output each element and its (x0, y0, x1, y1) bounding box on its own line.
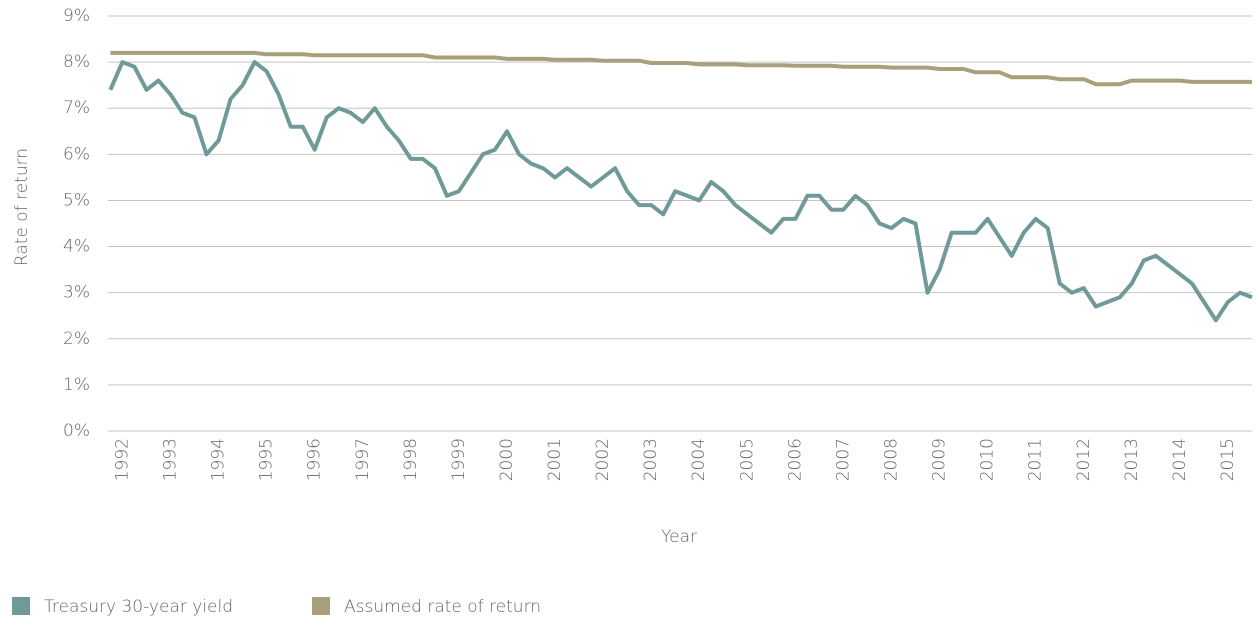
x-tick-label: 1998 (401, 438, 421, 481)
x-tick-label: 2006 (785, 438, 805, 481)
y-tick-label: 5% (63, 190, 90, 210)
y-tick-label: 3% (63, 283, 90, 303)
legend-swatch (12, 597, 30, 615)
y-tick-label: 9% (63, 6, 90, 26)
legend-label: Assumed rate of return (344, 597, 541, 617)
y-tick-label: 6% (63, 144, 90, 164)
y-tick-label: 1% (63, 375, 90, 395)
x-tick-label: 1996 (305, 438, 325, 481)
y-tick-label: 4% (63, 237, 90, 257)
x-tick-label: 1993 (160, 438, 180, 481)
legend-swatch (312, 597, 330, 615)
x-tick-label: 2004 (689, 438, 709, 481)
x-tick-label: 2011 (1026, 438, 1046, 481)
x-tick-label: 1994 (209, 438, 229, 481)
x-tick-label: 2012 (1074, 438, 1094, 481)
x-tick-label: 2010 (978, 438, 998, 481)
x-tick-label: 1999 (449, 438, 469, 481)
x-tick-label: 1995 (257, 438, 277, 481)
y-tick-label: 2% (63, 329, 90, 349)
x-tick-label: 2005 (737, 438, 757, 481)
x-tick-label: 2002 (593, 438, 613, 481)
y-tick-label: 7% (63, 98, 90, 118)
x-tick-label: 2003 (641, 438, 661, 481)
x-tick-label: 2007 (833, 438, 853, 481)
series-line (108, 60, 1253, 323)
x-tick-label: 2001 (545, 438, 565, 481)
x-tick-label: 2009 (930, 438, 950, 481)
x-tick-label: 2014 (1170, 438, 1190, 481)
x-tick-label: 2015 (1218, 438, 1238, 481)
x-axis-label: Year (661, 527, 697, 547)
y-axis-label: Rate of return (12, 148, 32, 266)
x-tick-label: 2013 (1122, 438, 1142, 481)
series-line (110, 50, 1252, 87)
y-tick-label: 0% (63, 421, 90, 441)
legend-label: Treasury 30-year yield (44, 597, 233, 617)
x-tick-label: 2008 (881, 438, 901, 481)
x-tick-label: 2000 (497, 438, 517, 481)
x-tick-label: 1997 (353, 438, 373, 481)
x-tick-label: 1992 (112, 438, 132, 481)
y-tick-label: 8% (63, 52, 90, 72)
